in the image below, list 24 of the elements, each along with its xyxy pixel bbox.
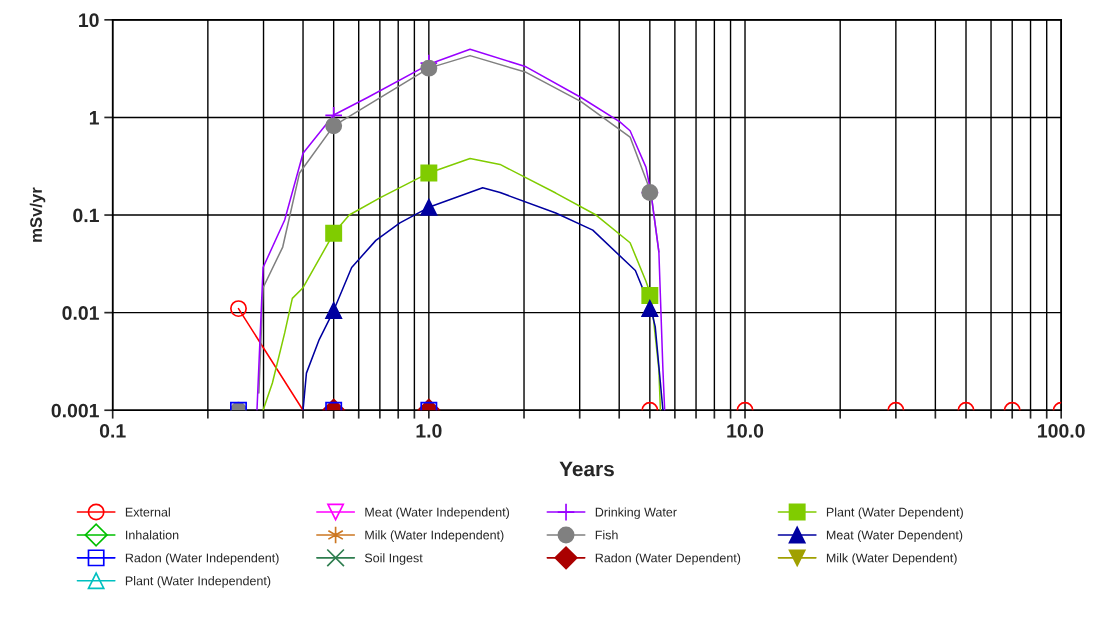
- legend-label: Fish: [595, 530, 618, 540]
- legend-label: Milk (Water Independent): [365, 530, 504, 542]
- legend-label: Meat (Water Independent): [365, 507, 510, 520]
- legend-label: Radon (Water Dependent): [595, 553, 741, 565]
- legend-label: Radon (Water Independent): [125, 553, 279, 565]
- legend-label: Inhalation: [126, 530, 179, 540]
- y-tick-label: 0.001: [51, 403, 99, 418]
- x-tick-label: 100.0: [1038, 423, 1085, 438]
- x-axis-title: Years: [559, 461, 614, 477]
- x-tick-label: 0.1: [99, 423, 126, 438]
- x-tick-label: 1.0: [416, 423, 442, 438]
- legend-label: Plant (Water Independent): [125, 576, 271, 588]
- y-axis-title: mSv/yr: [29, 187, 46, 242]
- y-tick-label: 1: [89, 111, 99, 125]
- legend-label: Milk (Water Dependent): [826, 553, 957, 565]
- y-tick-label: 0.1: [73, 208, 99, 223]
- x-tick-label: 10.0: [727, 423, 764, 438]
- legend-label: Soil Ingest: [364, 553, 423, 565]
- y-tick-label: 10: [79, 13, 99, 28]
- legend-label: Plant (Water Dependent): [826, 507, 963, 520]
- legend-label: External: [125, 507, 170, 517]
- legend-label: Drinking Water: [595, 507, 677, 520]
- legend-label: Meat (Water Dependent): [826, 530, 963, 542]
- y-tick-label: 0.01: [62, 306, 99, 320]
